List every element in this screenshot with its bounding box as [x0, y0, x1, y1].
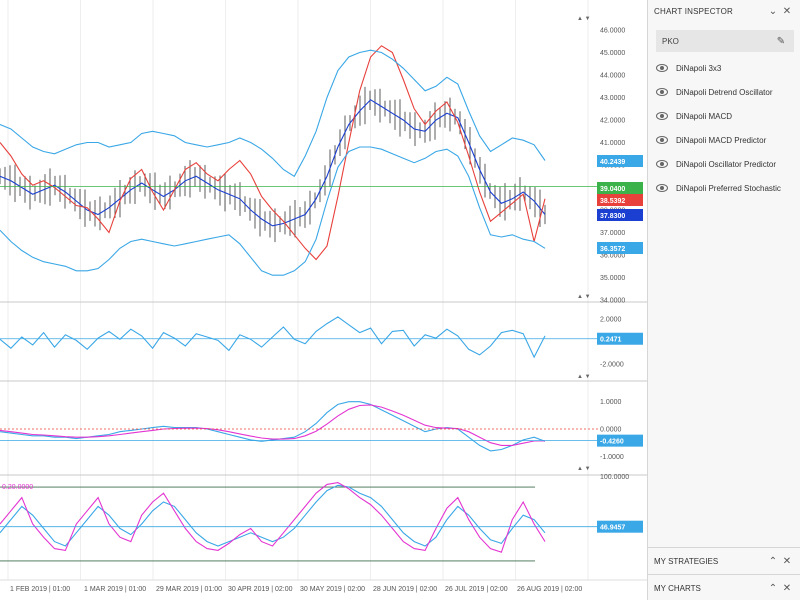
eye-icon[interactable] [656, 136, 668, 144]
y-tick-label: 42.0000 [600, 118, 625, 125]
panel-arrows-icon: ▲ ▼ [577, 374, 591, 380]
chevron-down-icon[interactable]: ⌄ [768, 5, 778, 17]
x-tick-label: 26 AUG 2019 | 02:00 [517, 586, 582, 593]
y-tick-label: 43.0000 [600, 95, 625, 102]
my-charts-label: MY CHARTS [654, 583, 701, 593]
price-tag-label: 37.8300 [600, 213, 625, 220]
value-tag-bg [597, 332, 643, 345]
value-tag-label: 0.2471 [600, 337, 622, 344]
price-tag-label: 36.3572 [600, 246, 625, 253]
study-label: DiNapoli Oscillator Predictor [676, 159, 777, 169]
y-tick-label: 35.0000 [600, 275, 625, 282]
close-icon[interactable]: ✕ [782, 5, 792, 17]
x-tick-label: 28 JUN 2019 | 02:00 [373, 586, 437, 593]
eye-icon[interactable] [656, 112, 668, 120]
study-label: DiNapoli MACD Predictor [676, 135, 767, 145]
my-strategies-section[interactable]: MY STRATEGIES ⌃ ✕ [648, 547, 800, 574]
eye-icon[interactable] [656, 64, 668, 72]
panel-arrows-icon: ▲ ▼ [577, 466, 591, 472]
series-line [0, 146, 546, 276]
price-tag-bg [597, 242, 643, 254]
study-label: DiNapoli MACD [676, 111, 733, 121]
chart-canvas[interactable]: ▲ ▼ ▲ ▼ ▲ ▼ ▲ ▼ 34.0000 35.0000 36.0000 37.0000… [0, 0, 647, 600]
symbol-search-field[interactable]: PKO ✎ [656, 30, 794, 52]
price-tag-label: 40.2439 [600, 159, 625, 166]
inspector-header: CHART INSPECTOR ⌄ ✕ [648, 0, 800, 22]
series-line [0, 45, 546, 261]
study-label: DiNapoli Detrend Oscillator [676, 87, 773, 97]
my-charts-section[interactable]: MY CHARTS ⌃ ✕ [648, 574, 800, 601]
y-tick-label: 1.0000 [600, 399, 622, 406]
chevron-up-icon[interactable]: ⌃ [768, 582, 778, 594]
series-line [0, 484, 546, 547]
x-tick-label: 26 JUL 2019 | 02:00 [445, 586, 508, 593]
panel-arrows-icon: ▲ ▼ [577, 294, 591, 300]
chart-inspector-panel: CHART INSPECTOR ⌄ ✕ PKO ✎ DiNapoli 3x3 D… [647, 0, 800, 600]
x-tick-label: 1 FEB 2019 | 01:00 [10, 586, 70, 593]
y-tick-label: 45.0000 [600, 50, 625, 57]
value-tag-label: 46.9457 [600, 525, 625, 532]
x-tick-label: 30 APR 2019 | 02:00 [228, 586, 293, 593]
series-line [0, 49, 546, 178]
y-tick-label: -2.0000 [600, 361, 624, 368]
price-tag-bg [597, 194, 643, 206]
y-tick-label: 44.0000 [600, 73, 625, 80]
y-tick-label: 2.0000 [600, 317, 622, 324]
y-tick-label: 46.0000 [600, 28, 625, 35]
y-tick-label: 34.0000 [600, 298, 625, 305]
x-tick-label: 29 MAR 2019 | 01:00 [156, 586, 222, 593]
study-item[interactable]: DiNapoli Oscillator Predictor [648, 152, 800, 176]
inspector-title: CHART INSPECTOR [654, 6, 734, 16]
study-item[interactable]: DiNapoli Preferred Stochastic [648, 176, 800, 200]
price-tag-bg [597, 209, 643, 221]
price-tag-label: 38.5392 [600, 198, 625, 205]
study-label: DiNapoli Preferred Stochastic [676, 183, 781, 193]
series-line [0, 404, 546, 446]
y-tick-label: 37.0000 [600, 230, 625, 237]
pencil-icon[interactable]: ✎ [776, 35, 786, 47]
value-tag-bg [597, 434, 643, 447]
y-tick-label: 41.0000 [600, 140, 625, 147]
price-tag-bg [597, 155, 643, 167]
value-tag-bg [597, 520, 643, 533]
value-tag-label: -0.4260 [600, 439, 624, 446]
study-label: DiNapoli 3x3 [676, 63, 722, 73]
panel-arrows-icon: ▲ ▼ [577, 16, 591, 22]
eye-icon[interactable] [656, 160, 668, 168]
chart-area[interactable]: ▲ ▼ ▲ ▼ ▲ ▼ ▲ ▼ 34.0000 35.0000 36.0000 37.0000… [0, 0, 647, 600]
symbol-search-value[interactable]: PKO [662, 36, 679, 46]
stochastic-title: 0.20.0000 [2, 484, 33, 491]
study-item[interactable]: DiNapoli Detrend Oscillator [648, 80, 800, 104]
series-line [0, 316, 546, 359]
price-tag-label: 39.0400 [600, 186, 625, 193]
eye-icon[interactable] [656, 184, 668, 192]
series-line [0, 401, 546, 452]
y-tick-label: 100.0000 [600, 474, 629, 481]
x-tick-label: 30 MAY 2019 | 02:00 [300, 586, 365, 593]
study-list: DiNapoli 3x3 DiNapoli Detrend Oscillator… [648, 56, 800, 200]
close-icon[interactable]: ✕ [782, 555, 792, 567]
chevron-up-icon[interactable]: ⌃ [768, 555, 778, 567]
price-tag-bg [597, 182, 643, 194]
y-tick-label: 36.0000 [600, 253, 625, 260]
eye-icon[interactable] [656, 88, 668, 96]
close-icon[interactable]: ✕ [782, 582, 792, 594]
study-item[interactable]: DiNapoli MACD [648, 104, 800, 128]
study-item[interactable]: DiNapoli 3x3 [648, 56, 800, 80]
my-strategies-label: MY STRATEGIES [654, 556, 719, 566]
series-line [0, 482, 546, 553]
x-tick-label: 1 MAR 2019 | 01:00 [84, 586, 146, 593]
study-item[interactable]: DiNapoli MACD Predictor [648, 128, 800, 152]
y-tick-label: 0.0000 [600, 427, 622, 434]
y-tick-label: -1.0000 [600, 454, 624, 461]
